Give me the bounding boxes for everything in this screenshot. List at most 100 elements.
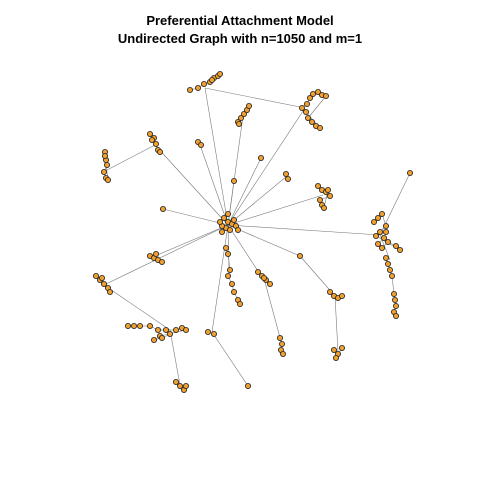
edge-c-bottom	[211, 331, 249, 387]
edge-c-small-3	[227, 175, 288, 226]
edge-c-far-right	[227, 224, 381, 236]
node-c-far-left-mid-0	[93, 272, 100, 279]
node-c-small-1-0	[257, 154, 264, 161]
node-c-right-chain-1	[384, 260, 391, 267]
node-c-lower-left-0	[125, 322, 132, 329]
node-c-right-upper-6	[320, 204, 327, 211]
edge-hub-c-top-right	[227, 107, 306, 226]
node-c-down-1-0	[222, 244, 229, 251]
node-c-down-1-4	[228, 280, 235, 287]
node-c-top-right-0	[298, 105, 305, 112]
hub-node-7	[216, 218, 223, 225]
node-c-far-right-6	[374, 240, 381, 247]
node-c-near-top-1	[197, 141, 204, 148]
node-c-far-right-10	[396, 246, 403, 253]
node-c-lower-left-6	[172, 326, 179, 333]
node-c-right-chain-2	[386, 266, 393, 273]
edge-c-near-top	[198, 141, 229, 226]
node-c-far-right-top-0	[406, 169, 413, 176]
node-c-far-left-mid-5	[99, 274, 106, 281]
node-c-far-right-7	[378, 244, 385, 251]
hub-node-6	[230, 216, 237, 223]
node-c-down-1-7	[236, 300, 243, 307]
node-c-far-right-0	[370, 218, 377, 225]
hub-node-0	[220, 214, 227, 221]
node-c-upper-mid-4	[245, 103, 252, 110]
node-c-right-chain-6	[392, 302, 399, 309]
node-c-down-2-3	[266, 280, 273, 287]
plot-title-line-1: Preferential Attachment Model	[146, 13, 333, 28]
node-c-right-chain-8	[392, 312, 399, 319]
node-c-down-1-5	[230, 288, 237, 295]
node-c-right-low-0	[326, 288, 333, 295]
edge-c-small-2	[227, 180, 235, 226]
node-c-small-3-1	[284, 175, 291, 182]
node-c-right-chain-4	[390, 290, 397, 297]
node-c-left-upper-0	[146, 130, 153, 137]
node-c-down-3-1	[278, 340, 285, 347]
edge-c-lower-mid	[211, 224, 229, 333]
hub-node-9	[224, 210, 231, 217]
hub-node-5	[226, 226, 233, 233]
node-c-lower-left-12	[166, 330, 173, 337]
node-c-far-left-3	[101, 168, 108, 175]
node-c-left-mid-0	[159, 205, 166, 212]
node-c-lower-mid-0	[204, 328, 211, 335]
node-c-lower-chain-3	[182, 382, 189, 389]
node-c-far-right-4	[376, 228, 383, 235]
edge-c-right-chain-4	[391, 275, 395, 295]
node-c-small-2-0	[230, 177, 237, 184]
node-c-top-right-11	[302, 109, 309, 116]
node-c-right-low-2-0	[330, 346, 337, 353]
node-c-right-chain-3	[388, 272, 395, 279]
node-c-top-left-7	[208, 77, 215, 84]
node-c-left-chain-4	[152, 250, 159, 257]
node-c-down-3-0	[276, 334, 283, 341]
node-c-far-left-6	[102, 152, 109, 159]
node-c-far-right-3	[382, 222, 389, 229]
node-c-upper-mid-1	[237, 115, 244, 122]
node-c-lower-left-1	[130, 322, 137, 329]
plot-title-line-2: Undirected Graph with n=1050 and m=1	[118, 31, 362, 46]
node-c-top-left-2	[200, 81, 207, 88]
node-c-right-upper-7	[324, 186, 331, 193]
edge-c-far-left	[106, 144, 156, 171]
node-c-top-right-3	[309, 91, 316, 98]
node-c-down-2-4	[260, 274, 267, 281]
hub-node-10	[218, 228, 225, 235]
edge-c-lower-chain	[169, 329, 181, 386]
node-c-left-upper-2	[152, 140, 159, 147]
node-c-lower-left-11	[158, 334, 165, 341]
node-c-right-upper-3	[326, 192, 333, 199]
node-c-lower-mid-1	[210, 330, 217, 337]
node-c-far-right-11	[372, 232, 379, 239]
node-c-far-left-mid-2	[101, 280, 108, 287]
node-c-far-left-5	[105, 176, 112, 183]
node-c-top-right-6	[322, 93, 329, 100]
edge-c-lower-left-9	[159, 329, 187, 337]
node-c-left-chain-3	[158, 258, 165, 265]
edge-c-far-left-mid	[103, 224, 229, 286]
node-c-lower-left-2	[136, 322, 143, 329]
edge-layer	[95, 73, 411, 391]
node-layer	[93, 71, 413, 393]
node-c-far-left-2	[104, 161, 111, 168]
node-c-lower-left-10	[150, 336, 157, 343]
node-c-top-right-4	[314, 89, 321, 96]
node-c-top-right-10	[316, 125, 323, 132]
node-c-down-1-1	[224, 250, 231, 257]
node-c-far-right-9	[392, 242, 399, 249]
node-c-right-upper-0	[314, 182, 321, 189]
edge-c-right-low-2	[334, 295, 339, 353]
node-c-top-right-2	[306, 95, 313, 102]
node-c-top-left-0	[186, 87, 193, 94]
node-c-far-right-2	[378, 210, 385, 217]
node-c-right-chain-0	[382, 254, 389, 261]
node-c-right-low-3	[338, 292, 345, 299]
node-c-top-right-1	[303, 101, 310, 108]
node-c-top-left-1	[194, 85, 201, 92]
node-c-top-right-8	[308, 119, 315, 126]
node-c-small-3-0	[282, 170, 289, 177]
